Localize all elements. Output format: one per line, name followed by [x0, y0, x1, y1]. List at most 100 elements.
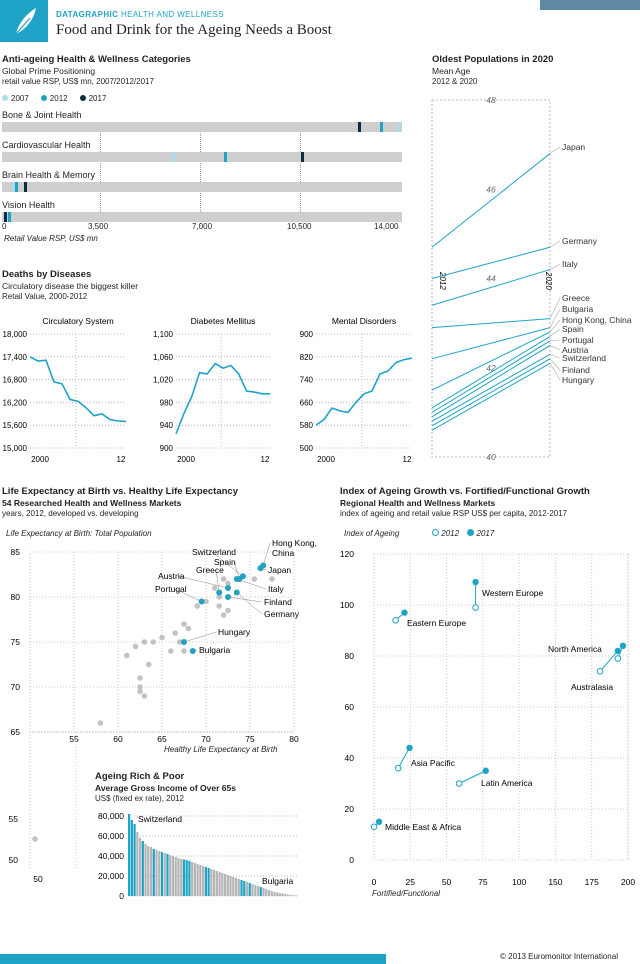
ageing-label: Asia Pacific — [411, 758, 456, 768]
death-panel-title: Mental Disorders — [332, 316, 396, 326]
income-bar — [171, 856, 175, 896]
death-ytick: 16,200 — [3, 398, 28, 407]
oldest-label: Switzerland — [562, 353, 606, 363]
legend-2007: 2007 — [2, 94, 29, 103]
category-bar-track — [2, 122, 402, 132]
income-bar — [155, 850, 158, 896]
oldest-tick: 44 — [486, 274, 496, 284]
income-bar — [226, 875, 229, 896]
oldest-line-greece — [431, 318, 551, 329]
ageing-xtick: 175 — [585, 877, 599, 887]
category-marker-2007 — [172, 152, 176, 162]
oldest-title: Oldest Populations in 2020 — [432, 54, 554, 65]
death-ytick: 1,100 — [153, 330, 174, 339]
oldest-leader — [549, 363, 561, 381]
income-bar — [202, 866, 205, 896]
category-marker-2017 — [3, 212, 7, 222]
lifeexp-ytick: 55 — [9, 814, 19, 824]
categories-legend: 2007 2012 2017 — [2, 94, 106, 103]
lifeexp-leader — [183, 631, 217, 643]
cat-gridline-2 — [300, 130, 301, 226]
lifeexp-leader — [233, 561, 240, 580]
lifeexp-point — [141, 639, 148, 645]
income-bar — [237, 879, 240, 896]
lifeexp-leader — [215, 569, 220, 593]
death-ytick: 660 — [300, 398, 314, 407]
category-axis: 0 3,500 7,000 10,500 14,000 — [0, 222, 420, 236]
ageing-connector — [458, 770, 486, 784]
death-ytick: 980 — [160, 398, 174, 407]
ageing-label: Latin America — [481, 778, 533, 788]
lifeexp-point — [137, 675, 143, 681]
income-bar — [276, 892, 279, 896]
lifeexp-xtick: 75 — [245, 734, 255, 744]
lifeexp-xlabel: Healthy Life Expectancy at Birth — [164, 745, 278, 754]
oldest-label: Greece — [562, 293, 590, 303]
ageing-legend-2012: 2012 — [441, 529, 460, 538]
cat-tick-0: 0 — [2, 222, 7, 231]
death-panel-title: Circulatory System — [42, 316, 113, 326]
lifeexp-point — [137, 684, 143, 690]
ageing-legend-2017: 2017 — [476, 529, 495, 538]
income-bar — [166, 854, 169, 896]
category-marker-2017 — [358, 122, 362, 132]
income-bar — [196, 864, 199, 896]
category-label: Bone & Joint Health — [2, 110, 82, 120]
categories-title: Anti-ageing Health & Wellness Categories — [2, 54, 191, 65]
ageing-ytick: 20 — [345, 804, 355, 814]
category-label: Brain Health & Memory — [2, 170, 96, 180]
oldest-label: Italy — [562, 259, 578, 269]
death-ytick: 17,400 — [3, 353, 28, 362]
income-bar — [251, 884, 254, 896]
lifeexp-xtick: 60 — [113, 734, 123, 744]
lifeexp-subtitle: 54 Researched Health and Wellness Market… — [2, 498, 182, 508]
oldest-label: Spain — [562, 324, 584, 334]
oldest-frame — [431, 99, 551, 458]
lifeexp-point — [181, 648, 187, 654]
income-bar — [133, 824, 136, 896]
death-xtick: 12 — [403, 455, 412, 464]
income-bar — [193, 863, 196, 896]
legend-2012: 2012 — [40, 94, 68, 103]
oldest-line-germany — [431, 246, 551, 279]
income-ytick: 40,000 — [98, 851, 124, 861]
income-bar — [180, 859, 183, 896]
lifeexp-label: Hong Kong, — [272, 540, 317, 548]
income-bar — [199, 865, 202, 896]
income-bar — [191, 862, 194, 896]
lifeexp-point — [269, 576, 275, 582]
ageing-point-2012 — [614, 655, 622, 662]
income-bar — [256, 886, 260, 896]
ageing-ytick: 100 — [340, 600, 354, 610]
ageing-point-2012 — [370, 823, 378, 831]
death-ytick: 820 — [300, 353, 314, 362]
category-marker-2012 — [223, 152, 227, 162]
income-bar — [248, 883, 251, 896]
oldest-label: Bulgaria — [562, 304, 593, 314]
lifeexp-ylabel: Life Expectancy at Birth: Total Populati… — [6, 529, 152, 538]
ageing-point-2012 — [394, 764, 402, 772]
oldest-label: Portugal — [562, 335, 594, 345]
income-bar — [254, 885, 257, 896]
category-label: Vision Health — [2, 200, 55, 210]
lifeexp-label: Switzerland — [192, 547, 236, 557]
income-bar — [188, 861, 191, 896]
lifeexp-point — [212, 585, 218, 591]
income-bar — [177, 858, 180, 896]
income-bar — [144, 844, 147, 896]
oldest-leader — [549, 354, 561, 359]
category-bar-track — [2, 152, 402, 162]
ageing-label: Middle East & Africa — [385, 822, 461, 832]
income-bar — [204, 867, 207, 896]
income-bar — [210, 869, 213, 896]
income-bar — [158, 851, 161, 896]
header-kicker: DATAGRAPHIC HEALTH AND WELLNESS — [56, 10, 224, 19]
category-bar-track — [2, 182, 402, 192]
income-bar — [287, 894, 290, 896]
category-marker-2017 — [301, 152, 304, 162]
income-bar — [289, 895, 292, 896]
oldest-line-bulgaria — [431, 327, 551, 360]
lifeexp-leader — [260, 567, 267, 571]
category-bar-track — [2, 212, 402, 222]
income-title: Ageing Rich & Poor — [95, 771, 185, 782]
